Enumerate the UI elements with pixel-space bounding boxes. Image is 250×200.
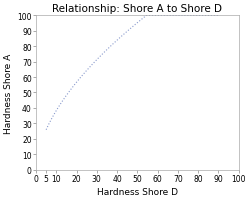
Y-axis label: Hardness Shore A: Hardness Shore A	[4, 53, 13, 133]
X-axis label: Hardness Shore D: Hardness Shore D	[97, 187, 178, 196]
Title: Relationship: Shore A to Shore D: Relationship: Shore A to Shore D	[52, 4, 222, 14]
